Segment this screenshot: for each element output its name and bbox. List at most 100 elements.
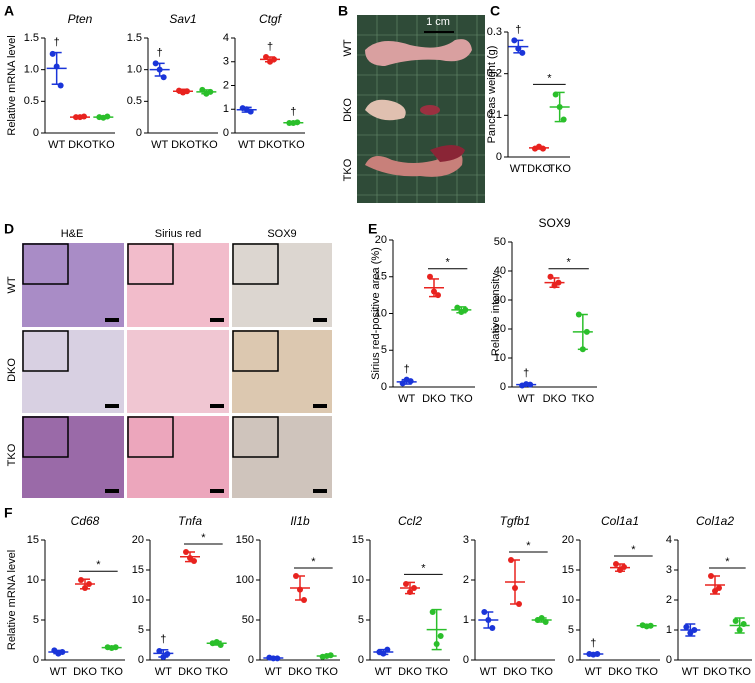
y-tick-label: 5	[358, 614, 364, 626]
y-tick-label: 5	[33, 614, 39, 626]
y-tick-label: 3	[223, 56, 229, 68]
annotation: †	[157, 47, 163, 59]
x-tick-label: TKO	[635, 666, 658, 678]
x-tick-label: WT	[50, 666, 67, 678]
chart-title: Col1a1	[601, 514, 639, 528]
significance-label: *	[201, 532, 206, 544]
annotation: †	[160, 634, 166, 646]
y-tick-label: 0.2	[487, 68, 502, 80]
x-tick-label: TKO	[728, 666, 751, 678]
panel-letter: F	[4, 505, 13, 521]
significance-label: *	[526, 540, 531, 552]
significance-label: *	[96, 559, 101, 571]
y-tick-label: 2	[666, 594, 672, 606]
x-tick-label: WT	[682, 666, 699, 678]
x-tick-label: WT	[265, 666, 282, 678]
x-tick-label: TKO	[548, 163, 571, 175]
significance-label: *	[631, 544, 636, 556]
significance-label: *	[421, 562, 426, 574]
x-tick-label: WT	[238, 139, 255, 151]
y-tick-label: 2	[223, 79, 229, 91]
y-tick-label: 15	[562, 564, 574, 576]
row-label: WT	[6, 276, 18, 293]
x-tick-label: DKO	[503, 666, 527, 678]
significance-label: *	[725, 556, 730, 568]
significance-label: *	[311, 556, 316, 568]
y-tick-label: 1.0	[24, 64, 39, 76]
y-tick-label: 1	[463, 614, 469, 626]
data-point	[160, 74, 167, 81]
x-tick-label: TKO	[450, 393, 473, 405]
x-tick-label: DKO	[543, 393, 567, 405]
y-tick-label: 0	[136, 127, 142, 139]
chart-title: Pten	[68, 12, 93, 26]
y-tick-label: 20	[132, 534, 144, 546]
x-tick-label: TKO	[530, 666, 553, 678]
x-tick-label: WT	[48, 139, 65, 151]
x-tick-label: DKO	[422, 393, 446, 405]
row-label: DKO	[342, 98, 354, 122]
x-tick-label: TKO	[572, 393, 595, 405]
annotation: †	[54, 36, 60, 48]
x-tick-label: WT	[151, 139, 168, 151]
y-tick-label: 30	[494, 294, 506, 306]
data-point	[683, 624, 690, 630]
y-tick-label: 5	[381, 344, 387, 356]
x-tick-label: DKO	[527, 163, 551, 175]
x-tick-label: WT	[375, 666, 392, 678]
significance-label: *	[446, 257, 451, 269]
y-tick-label: 15	[375, 271, 387, 283]
y-tick-label: 0	[500, 381, 506, 393]
y-tick-label: 1.5	[24, 32, 39, 44]
y-tick-label: 15	[352, 534, 364, 546]
chart-title: Col1a2	[696, 514, 734, 528]
y-tick-label: 0.5	[24, 95, 39, 107]
row-label: WT	[342, 39, 354, 56]
row-label: DKO	[6, 358, 18, 382]
x-tick-label: DKO	[398, 666, 422, 678]
y-tick-label: 3	[463, 534, 469, 546]
y-tick-label: 5	[138, 624, 144, 636]
y-tick-label: 4	[666, 534, 672, 546]
y-axis-label: Relative mRNA level	[6, 550, 18, 650]
x-tick-label: DKO	[178, 666, 202, 678]
panel-letter: D	[4, 221, 14, 237]
data-point	[732, 618, 739, 624]
x-tick-label: WT	[518, 393, 535, 405]
significance-label: *	[547, 72, 552, 84]
column-label: Sirius red	[155, 228, 201, 240]
y-tick-label: 1	[666, 624, 672, 636]
y-tick-label: 0.3	[487, 26, 502, 38]
x-tick-label: DKO	[171, 139, 195, 151]
y-tick-label: 10	[352, 574, 364, 586]
column-label: H&E	[61, 228, 84, 240]
x-tick-label: WT	[155, 666, 172, 678]
chart-title: Cd68	[71, 514, 100, 528]
x-tick-label: DKO	[608, 666, 632, 678]
y-tick-label: 3	[666, 564, 672, 576]
y-tick-label: 0.5	[127, 95, 142, 107]
y-tick-label: 40	[494, 265, 506, 277]
y-tick-label: 50	[242, 614, 254, 626]
y-axis-label: Relative intensity	[490, 272, 502, 356]
x-tick-label: DKO	[73, 666, 97, 678]
y-tick-label: 1.5	[127, 32, 142, 44]
panel-letter: B	[338, 3, 348, 19]
y-tick-label: 20	[562, 534, 574, 546]
column-label: SOX9	[267, 228, 296, 240]
data-point	[57, 82, 64, 89]
row-label: TKO	[6, 443, 18, 466]
y-axis-label: Pancreas weight (g)	[486, 46, 498, 144]
y-tick-label: 150	[236, 534, 254, 546]
y-axis-label: Sirius red-positive area (%)	[370, 247, 382, 380]
y-tick-label: 0	[381, 381, 387, 393]
y-tick-label: 0	[496, 151, 502, 163]
y-tick-label: 0.1	[487, 109, 502, 121]
data-point	[547, 273, 554, 280]
x-tick-label: TKO	[315, 666, 338, 678]
y-tick-label: 10	[375, 307, 387, 319]
x-tick-label: TKO	[205, 666, 228, 678]
pancreas-photo: 1 cm WT DKO TKO	[342, 15, 485, 203]
annotation: †	[523, 368, 529, 380]
panel-letter: E	[368, 221, 377, 237]
